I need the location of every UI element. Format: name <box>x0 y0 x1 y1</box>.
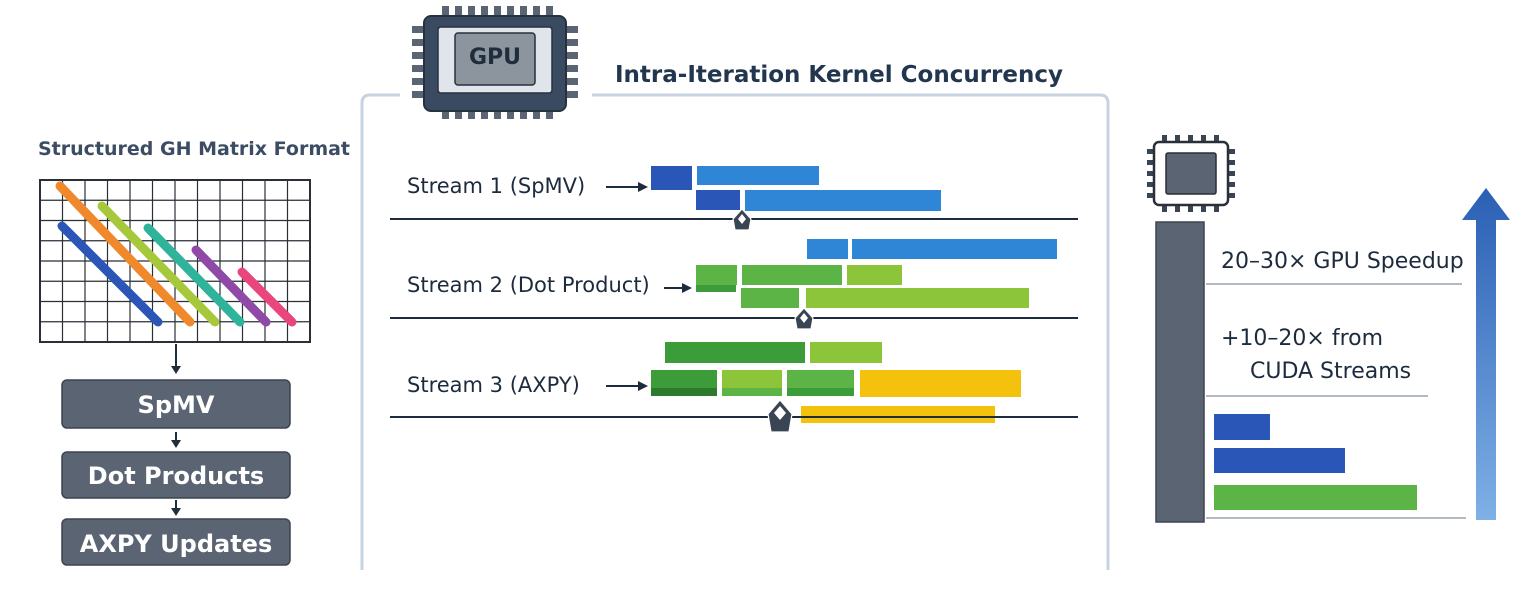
step-axpy-updates: AXPY Updates <box>61 518 291 566</box>
cuda-streams-line2: CUDA Streams <box>1250 359 1411 384</box>
speedup-up-arrow-icon <box>1462 188 1510 520</box>
speedup-bar-1 <box>1214 414 1270 440</box>
stream-3-arrow-icon <box>606 381 648 391</box>
stream-2-kernel <box>696 285 736 292</box>
matrix-band-teal <box>143 223 245 327</box>
flow-arrows <box>171 344 181 516</box>
matrix-format-title: Structured GH Matrix Format <box>38 138 350 160</box>
stream-3-label: Stream 3 (AXPY) <box>407 373 580 397</box>
stream-3-kernel <box>860 370 1021 397</box>
gpu-chip-icon: GPU <box>412 6 578 119</box>
matrix-band-lime <box>97 201 220 327</box>
stream-2-kernel <box>742 265 842 285</box>
step-dot-products: Dot Products <box>61 451 291 499</box>
stream-2-kernel <box>852 239 1057 259</box>
stream-3-kernel <box>651 370 717 390</box>
stream-2-kernel <box>741 288 799 308</box>
center-panel-border-right <box>592 93 1110 570</box>
stream-3-kernel <box>801 406 995 423</box>
stream-3-kernel <box>722 370 782 388</box>
stream-1-kernel <box>745 190 941 211</box>
cuda-streams-line1: +10–20× from <box>1221 326 1383 351</box>
stream-2-kernel <box>806 288 1029 308</box>
matrix-band-blue <box>57 221 163 327</box>
stream-3-kernel <box>787 370 854 388</box>
step-axpy-updates-label: AXPY Updates <box>80 530 272 558</box>
stream-1-label: Stream 1 (SpMV) <box>407 174 585 198</box>
concurrency-title: Intra-Iteration Kernel Concurrency <box>615 62 1063 88</box>
gpu-speedup-label: 20–30× GPU Speedup <box>1221 249 1464 274</box>
stream-1-kernel <box>697 166 819 185</box>
matrix-band-orange <box>55 181 195 327</box>
speedup-bar-2 <box>1214 448 1345 473</box>
center-panel-border-left <box>360 93 400 570</box>
stream-3-kernel <box>665 342 805 363</box>
gpu-chip-label: GPU <box>469 45 521 70</box>
stream-2-kernel <box>807 239 848 259</box>
matrix-band-pink <box>237 267 297 327</box>
stream-1-kernel <box>651 166 692 190</box>
cpu-chip-icon <box>1147 135 1235 212</box>
stream-3-kernel <box>810 342 882 363</box>
stream-1-kernel <box>696 190 740 210</box>
step-spmv: SpMV <box>61 379 291 429</box>
stream-2-kernel <box>847 265 902 285</box>
stream-2-kernel <box>696 265 737 285</box>
speedup-bar-3 <box>1214 485 1417 510</box>
speedup-bar-column <box>1155 221 1205 523</box>
step-spmv-label: SpMV <box>138 391 215 419</box>
stream-1-arrow-icon <box>606 182 648 192</box>
stream-2-label: Stream 2 (Dot Product) <box>407 273 650 297</box>
matrix-band-purple <box>191 245 271 327</box>
matrix-grid <box>39 179 311 343</box>
step-dot-products-label: Dot Products <box>88 462 264 490</box>
stream-2-arrow-icon <box>664 283 692 293</box>
